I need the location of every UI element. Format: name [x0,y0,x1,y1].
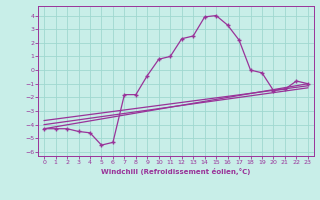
X-axis label: Windchill (Refroidissement éolien,°C): Windchill (Refroidissement éolien,°C) [101,168,251,175]
